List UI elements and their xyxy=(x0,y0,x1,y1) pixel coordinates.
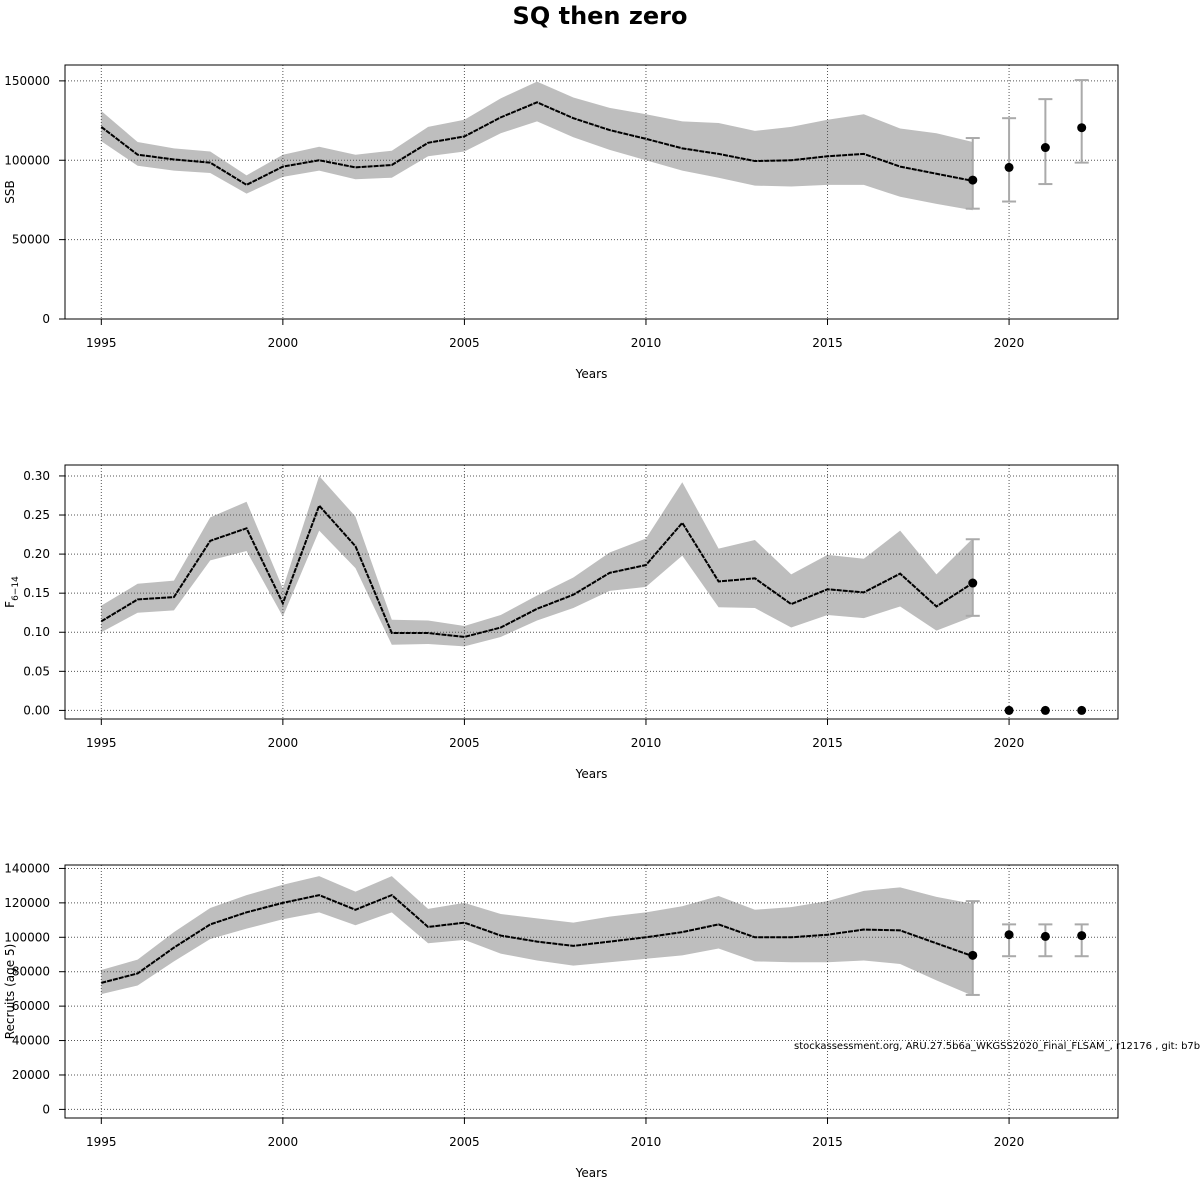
x-tick-label: 1995 xyxy=(86,1135,117,1149)
y-tick-label: 150000 xyxy=(4,74,50,88)
x-tick-label: 2005 xyxy=(449,336,480,350)
y-tick-label: 0.25 xyxy=(23,508,50,522)
y-tick-label: 0.15 xyxy=(23,586,50,600)
y-tick-label: 50000 xyxy=(12,233,50,247)
x-tick-label: 2015 xyxy=(812,1135,843,1149)
y-tick-label: 80000 xyxy=(12,965,50,979)
confidence-band xyxy=(101,81,973,211)
x-tick-label: 2010 xyxy=(631,1135,662,1149)
y-tick-label: 100000 xyxy=(4,930,50,944)
x-tick-label: 1995 xyxy=(86,736,117,750)
y-tick-label: 120000 xyxy=(4,896,50,910)
y-tick-label: 0 xyxy=(42,1102,50,1116)
y-tick-label: 0.05 xyxy=(23,664,50,678)
x-tick-label: 2020 xyxy=(994,736,1025,750)
x-tick-label: 2000 xyxy=(268,336,299,350)
x-tick-label: 2015 xyxy=(812,336,843,350)
x-tick-label: 2015 xyxy=(812,736,843,750)
forecast-point xyxy=(1004,162,1014,172)
forecast-point xyxy=(1040,705,1050,715)
x-tick-label: 2005 xyxy=(449,736,480,750)
y-axis-label-subscript: 6−14 xyxy=(11,576,21,601)
panel-2: 1995 2000 2005 2010 2015 2020 0.00 0.05 0.10 0.15… xyxy=(3,464,1119,781)
forecast-point xyxy=(968,175,978,185)
y-tick-label: 0.30 xyxy=(23,469,50,483)
plot-frame xyxy=(64,64,1119,320)
source-footnote: stockassessment.org, ARU.27.5b6a_WKGSS20… xyxy=(794,1041,1200,1052)
y-tick-label: 100000 xyxy=(4,153,50,167)
y-tick-label: 40000 xyxy=(12,1034,50,1048)
x-tick-label: 2010 xyxy=(631,336,662,350)
forecast-point xyxy=(968,578,978,588)
estimate-line xyxy=(101,893,974,984)
forecast-point xyxy=(1077,705,1087,715)
x-tick-label: 2010 xyxy=(631,736,662,750)
y-tick-label: 60000 xyxy=(12,999,50,1013)
plot-frame xyxy=(64,864,1119,1119)
y-tick-label: 20000 xyxy=(12,1068,50,1082)
forecast-point xyxy=(1040,143,1050,153)
estimate-line xyxy=(100,503,974,638)
x-axis-label: Years xyxy=(575,767,608,781)
estimate-line xyxy=(100,101,973,186)
confidence-band xyxy=(101,876,973,996)
x-axis-label: Years xyxy=(575,367,608,381)
y-tick-label: 0.00 xyxy=(23,703,50,717)
y-axis-label: Recruits (age 5) xyxy=(3,944,17,1040)
forecast-point xyxy=(1004,930,1014,940)
x-axis-label: Years xyxy=(575,1166,608,1180)
x-tick-label: 1995 xyxy=(86,336,117,350)
chart-title: SQ then zero xyxy=(512,2,688,30)
plot-frame xyxy=(64,464,1119,720)
forecast-point xyxy=(1077,123,1087,133)
y-tick-label: 140000 xyxy=(4,861,50,875)
forecast-point xyxy=(1040,931,1050,941)
y-tick-label: 0.20 xyxy=(23,547,50,561)
forecast-point xyxy=(1077,931,1087,941)
y-tick-label: 0 xyxy=(42,312,50,326)
y-tick-label: 0.10 xyxy=(23,625,50,639)
y-axis-label: F6−14 xyxy=(3,576,21,608)
forecast-point xyxy=(1004,705,1014,715)
x-tick-label: 2020 xyxy=(994,336,1025,350)
forecast-point xyxy=(968,950,978,960)
x-tick-label: 2020 xyxy=(994,1135,1025,1149)
y-axis-label: SSB xyxy=(3,180,17,203)
x-tick-label: 2000 xyxy=(268,736,299,750)
confidence-band xyxy=(101,475,973,647)
panel-3: 1995 2000 2005 2010 2015 2020 0 20000 40000 60000… xyxy=(3,861,1119,1180)
x-tick-label: 2000 xyxy=(268,1135,299,1149)
x-tick-label: 2005 xyxy=(449,1135,480,1149)
panel-1: 1995 2000 2005 2010 2015 2020 0 50000 100000 1500… xyxy=(3,64,1119,381)
